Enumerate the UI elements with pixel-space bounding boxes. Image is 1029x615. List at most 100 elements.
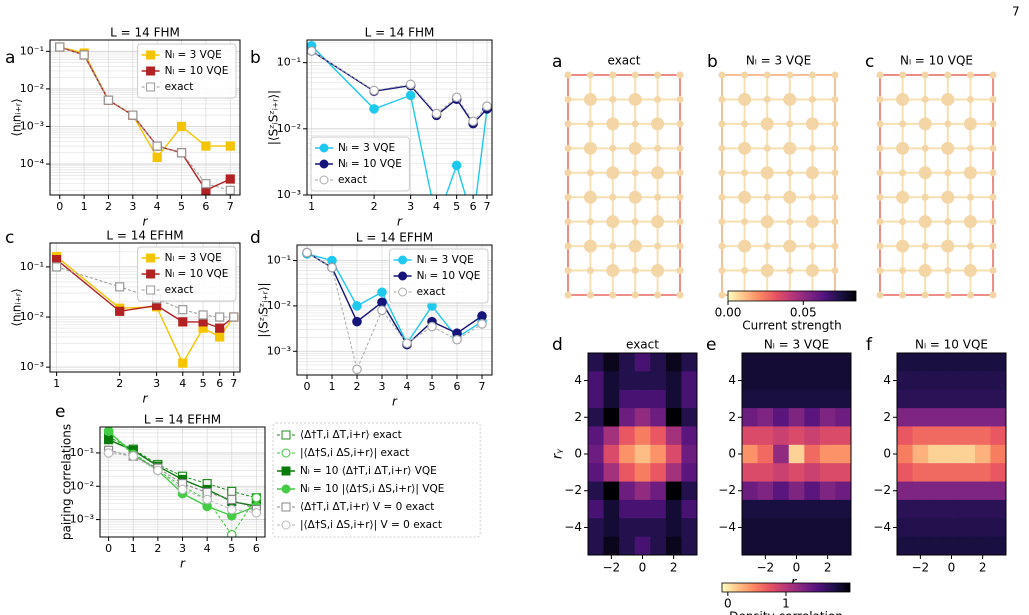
lattice-site (896, 239, 910, 253)
x-tick-label: 0 (948, 561, 956, 575)
lattice-site (763, 193, 771, 201)
heat-cell (943, 371, 960, 391)
legend-label: exact (165, 81, 194, 93)
x-tick-label: 6 (470, 200, 477, 213)
lattice-site (741, 169, 749, 177)
heat-cell (665, 463, 682, 483)
lattice-site (651, 166, 665, 180)
y-tick-label: 10⁻¹ (277, 56, 301, 69)
heat-cell (588, 426, 605, 446)
axes-frame (49, 39, 241, 196)
legend-label: Nₗ = 10 |⟨Δ†S,i ΔS,i+r⟩| VQE (300, 483, 444, 495)
marker (369, 85, 379, 96)
lattice-site (741, 71, 749, 79)
marker (176, 148, 187, 158)
panel-letter: b (250, 48, 261, 68)
heat-cell (788, 353, 805, 372)
legend-label: exact (165, 284, 194, 296)
lattice-site (676, 193, 684, 201)
x-tick-label: 4 (433, 200, 440, 213)
heat-cell (603, 481, 620, 501)
chart-title: Nₗ = 10 VQE (900, 54, 973, 68)
heat-cell (588, 518, 605, 538)
heat-cell (959, 353, 976, 372)
legend-box (389, 248, 489, 304)
heat-cell (773, 389, 790, 409)
x-tick-label: 3 (153, 377, 160, 390)
axes-frame (49, 242, 241, 373)
heat-cell (650, 408, 667, 427)
y-tick-label: 10⁻³ (267, 344, 291, 357)
heat-cell (943, 444, 960, 464)
colorbar-tick-label: 0.05 (790, 306, 817, 320)
lattice-site (831, 169, 839, 177)
x-tick-label: 6 (216, 377, 223, 390)
lattice-site (651, 215, 665, 229)
lattice-site (786, 267, 794, 275)
heat-cell (757, 518, 774, 538)
heat-cell (959, 518, 976, 538)
heat-cell (650, 481, 667, 501)
legend-box (137, 43, 237, 99)
heat-cell (773, 444, 790, 464)
lattice-site (944, 169, 952, 177)
marker (225, 174, 235, 184)
heat-cell (974, 353, 991, 372)
legend-label: Nₗ = 10 ⟨Δ†T,i ΔT,i+r⟩ VQE (300, 465, 437, 477)
lattice-site (609, 242, 617, 250)
lattice-site (564, 120, 572, 128)
x-tick-label: 3 (179, 542, 186, 555)
marker (482, 101, 492, 111)
heat-cell (912, 371, 929, 391)
heat-cell (757, 371, 774, 391)
lattice-site (876, 71, 884, 79)
heat-cell (959, 481, 976, 501)
lattice-site (760, 215, 774, 229)
heat-cell (603, 426, 620, 446)
marker (152, 141, 162, 151)
lattice-site (760, 264, 774, 278)
heat-cell (974, 499, 991, 519)
legend-marker (146, 269, 156, 279)
lattice-site (805, 166, 819, 180)
marker (402, 338, 412, 349)
legend-marker (319, 143, 329, 153)
heat-cell (912, 444, 929, 464)
heat-cell (603, 353, 620, 372)
lattice-site (831, 144, 839, 152)
lattice-site (876, 291, 884, 299)
legend-label: Nₗ = 3 VQE (165, 49, 222, 61)
heat-cell (588, 408, 605, 427)
y-tick-label: 4 (574, 373, 582, 387)
heat-cell (959, 463, 976, 483)
panel-letter: a (552, 52, 562, 72)
lattice-site (921, 71, 929, 79)
heat-cell (757, 444, 774, 464)
heat-cell (835, 463, 852, 483)
lattice-site (899, 71, 907, 79)
y-tick-label: 4 (728, 373, 736, 387)
heat-cell (773, 518, 790, 538)
series-line (311, 50, 488, 125)
lattice-site (808, 242, 816, 250)
heat-cell (665, 536, 682, 556)
legend-marker (281, 430, 291, 440)
heat-cell (897, 371, 914, 391)
heat-cell (912, 353, 929, 372)
heat-cell (943, 518, 960, 538)
y-tick-label: 10⁻² (267, 299, 291, 312)
marker (431, 108, 442, 119)
lattice-site (606, 215, 620, 229)
lattice-site (963, 215, 977, 229)
heat-cell (897, 518, 914, 538)
lattice-site (676, 267, 684, 275)
lattice-site (606, 264, 620, 278)
panel-letter: e (55, 402, 65, 422)
legend-label: Nₗ = 3 VQE (338, 142, 395, 154)
heat-cell (804, 408, 821, 427)
chart-title: L = 14 EFHM (106, 229, 183, 243)
x-tick-label: 7 (230, 377, 237, 390)
marker (198, 310, 208, 320)
heat-cell (897, 353, 914, 372)
